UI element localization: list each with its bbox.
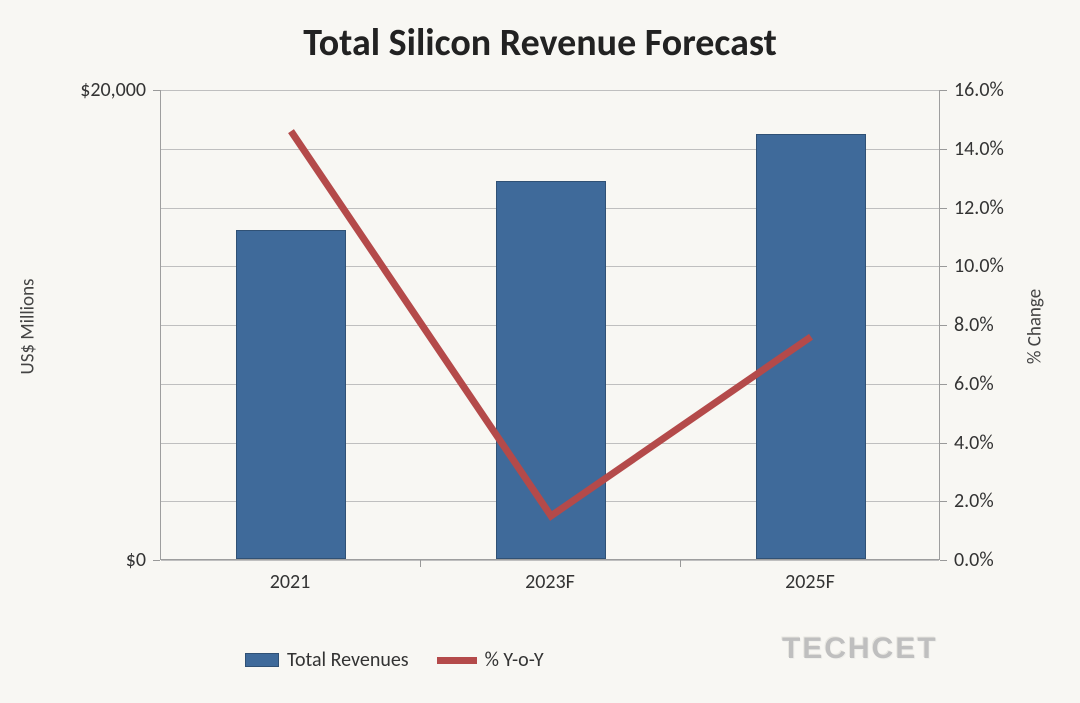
y-axis-right-title: % Change [1024, 257, 1047, 397]
tick-mark [940, 501, 947, 502]
tick-mark [940, 208, 947, 209]
tick-mark [940, 384, 947, 385]
legend-item-bars: Total Revenues [245, 648, 409, 672]
grid-line [161, 560, 939, 561]
y-right-tick-label: 0.0% [954, 548, 994, 572]
tick-mark [940, 325, 947, 326]
watermark-logo: TECHCET [782, 632, 938, 666]
y-right-tick-label: 4.0% [954, 431, 994, 455]
x-tick-label: 2025F [785, 570, 835, 594]
y-right-tick-label: 10.0% [954, 254, 1004, 278]
legend: Total Revenues % Y-o-Y [245, 648, 544, 672]
tick-mark [420, 560, 421, 567]
tick-mark [940, 560, 947, 561]
tick-mark [680, 560, 681, 567]
legend-bar-label: Total Revenues [287, 648, 409, 672]
legend-line-label: % Y-o-Y [485, 648, 544, 672]
y-right-tick-label: 6.0% [954, 372, 994, 396]
line-series [161, 90, 941, 560]
y-right-tick-label: 14.0% [954, 137, 1004, 161]
tick-mark [940, 149, 947, 150]
y-right-tick-label: 12.0% [954, 196, 1004, 220]
tick-mark [940, 90, 947, 91]
x-tick-label: 2021 [270, 570, 311, 594]
y-right-tick-label: 16.0% [954, 78, 1004, 102]
tick-mark [153, 90, 160, 91]
y-right-tick-label: 2.0% [954, 489, 994, 513]
legend-item-line: % Y-o-Y [437, 648, 544, 672]
tick-mark [940, 443, 947, 444]
tick-mark [153, 560, 160, 561]
legend-bar-swatch [245, 653, 279, 667]
chart-title: Total Silicon Revenue Forecast [0, 0, 1080, 66]
x-tick-label: 2023F [525, 570, 575, 594]
y-right-tick-label: 8.0% [954, 313, 994, 337]
chart-container: Total Silicon Revenue Forecast US$ Milli… [0, 0, 1080, 703]
tick-mark [940, 266, 947, 267]
y-left-tick-label: $0 [126, 548, 146, 572]
y-axis-left-title: US$ Millions [17, 257, 40, 397]
plot-area [160, 90, 940, 560]
y-left-tick-label: $20,000 [80, 78, 146, 102]
legend-line-swatch [437, 657, 477, 664]
